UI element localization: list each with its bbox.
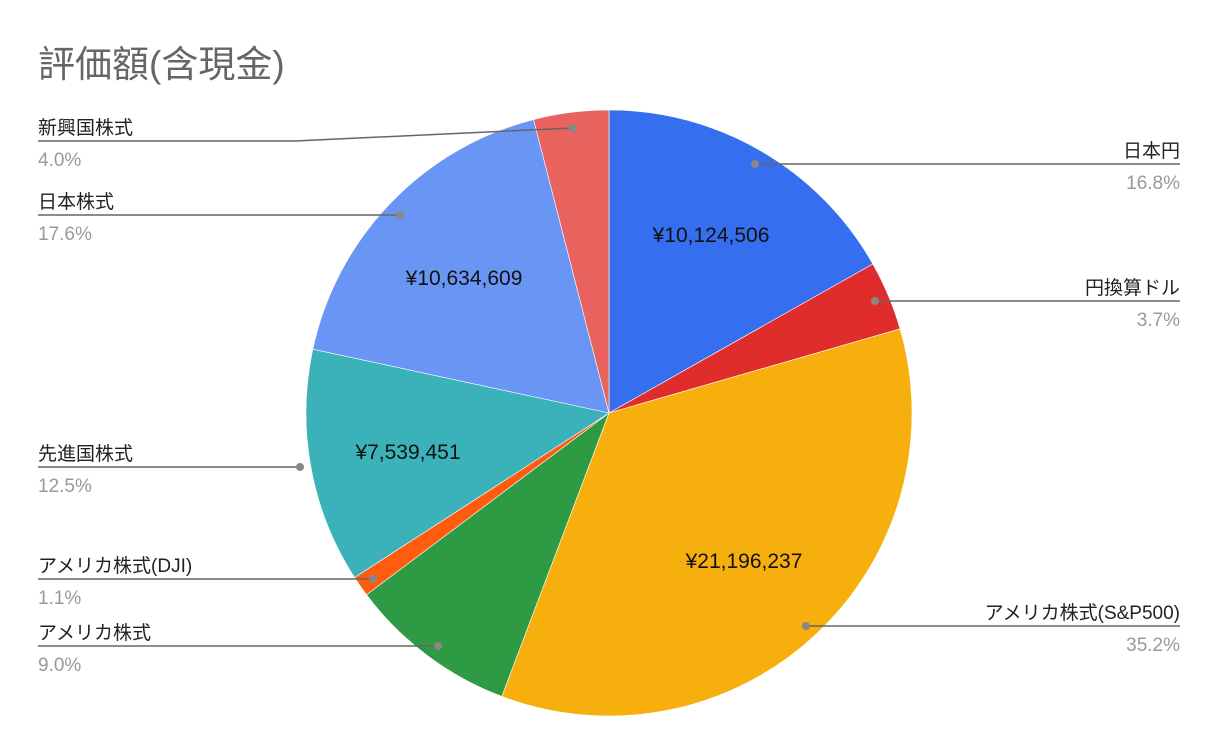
slice-name: 新興国株式 xyxy=(38,117,133,139)
slice-percent: 9.0% xyxy=(38,655,81,676)
slice-percent: 1.1% xyxy=(38,588,81,609)
pie-slice[interactable] xyxy=(608,109,874,414)
slice-value-label: ¥7,539,451 xyxy=(354,441,460,464)
leader-dot xyxy=(296,463,304,471)
slice-label: 新興国株式 4.0% xyxy=(38,117,577,171)
slice-name: アメリカ株式(S&P500) xyxy=(985,602,1180,624)
leader-dot xyxy=(569,124,577,132)
pie-slice[interactable] xyxy=(533,109,610,414)
leader-dot xyxy=(802,622,810,630)
slice-percent: 3.7% xyxy=(1137,310,1180,331)
slice-percent: 12.5% xyxy=(38,476,92,497)
slice-percent: 4.0% xyxy=(38,150,81,171)
leader-dot xyxy=(396,211,404,219)
slice-percent: 17.6% xyxy=(38,224,92,245)
leader-dot xyxy=(369,575,377,583)
slice-value-label: ¥10,634,609 xyxy=(405,267,523,290)
slice-value-label: ¥21,196,237 xyxy=(685,550,803,573)
slice-value-label: ¥10,124,506 xyxy=(652,224,770,247)
leader-dot xyxy=(434,642,442,650)
slice-name: 先進国株式 xyxy=(38,443,133,465)
pie-slice[interactable] xyxy=(366,412,610,697)
leader-dot xyxy=(751,160,759,168)
chart-title: 評価額(含現金) xyxy=(38,44,285,85)
slice-percent: 16.8% xyxy=(1126,173,1180,194)
slice-label: 円換算ドル 3.7% xyxy=(871,277,1180,331)
slice-label: 先進国株式 12.5% xyxy=(38,443,304,497)
pie-slice[interactable] xyxy=(305,348,610,578)
slice-name: 日本株式 xyxy=(38,191,114,213)
slice-percent: 35.2% xyxy=(1126,635,1180,656)
slice-label: アメリカ株式(DJI) 1.1% xyxy=(38,555,377,609)
slice-name: 日本円 xyxy=(1123,140,1180,162)
slice-label: アメリカ株式(S&P500) 35.2% xyxy=(802,602,1180,656)
slice-label: 日本株式 17.6% xyxy=(38,191,404,245)
leader-line xyxy=(38,127,574,142)
leader-dot xyxy=(871,297,879,305)
slice-label: アメリカ株式 9.0% xyxy=(38,622,442,676)
slice-name: アメリカ株式(DJI) xyxy=(38,555,192,577)
slice-label: 日本円 16.8% xyxy=(751,140,1180,194)
slice-name: 円換算ドル xyxy=(1085,277,1180,299)
slice-name: アメリカ株式 xyxy=(38,622,151,644)
